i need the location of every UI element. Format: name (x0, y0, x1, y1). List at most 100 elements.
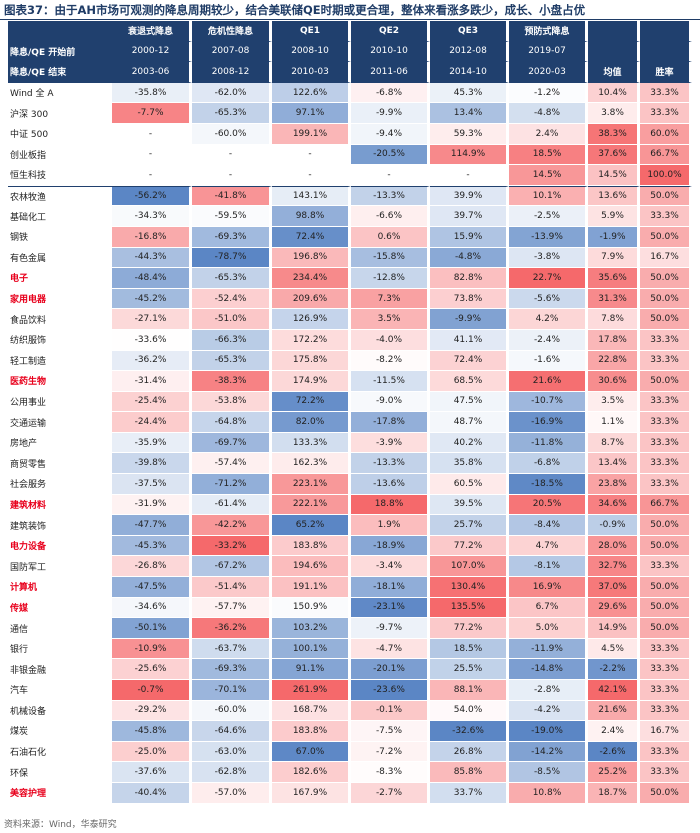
header-cell: 2010-10 (351, 41, 430, 63)
value-cell: 18.5% (509, 144, 588, 166)
value-cell: 39.5% (430, 494, 509, 516)
value-cell: -69.3% (192, 226, 272, 248)
value-cell: -11.5% (351, 371, 430, 392)
value-cell: 1.9% (351, 515, 430, 536)
row-label: 电子 (8, 268, 112, 289)
row-label: 通信 (8, 618, 112, 639)
table-row: 建筑材料 -31.9% -61.4% 222.1% 18.8% 39.5% 20.5% 34.… (8, 494, 692, 516)
value-cell: -42.2% (192, 515, 272, 536)
value-cell: -1.9% (588, 226, 640, 248)
value-cell: 30.6% (588, 371, 640, 392)
value-cell: -9.7% (351, 618, 430, 639)
table-row: 中证 500- -60.0% 199.1% -9.4% 59.3% 2.4% 38.3% 60… (8, 123, 692, 145)
row-label: 有色金属 (8, 248, 112, 269)
value-cell: 4.2% (509, 309, 588, 330)
value-cell: 13.4% (430, 103, 509, 124)
value-cell: 172.2% (272, 329, 351, 351)
value-cell: -53.8% (192, 391, 272, 413)
value-cell: 25.2% (588, 762, 640, 783)
value-cell: -3.4% (351, 556, 430, 578)
value-cell: -34.3% (112, 206, 192, 227)
row-label: 轻工制造 (8, 351, 112, 372)
header-cell (588, 21, 640, 42)
header-cell: 胜率 (640, 62, 692, 83)
value-cell: -47.7% (112, 515, 192, 536)
value-cell: 82.8% (430, 268, 509, 289)
header-cell: 均值 (588, 62, 640, 83)
value-cell: -10.7% (509, 391, 588, 413)
table-row: 创业板指 - - - -20.5% 114.9% 18.5% 37.6% 66.7% (8, 144, 692, 166)
value-cell: -37.5% (112, 474, 192, 495)
table-row: 煤炭 -45.8% -64.6% 183.8% -7.5% -32.6% -19.0% 2.4… (8, 721, 692, 742)
value-cell: 26.8% (430, 741, 509, 763)
value-cell: 7.9% (588, 247, 640, 269)
row-label: 电力设备 (8, 536, 112, 557)
header-cell: QE3 (430, 21, 509, 42)
value-cell: -32.6% (430, 721, 509, 742)
value-cell: -0.1% (351, 700, 430, 722)
value-cell: -69.7% (192, 432, 272, 454)
value-cell: -4.2% (509, 700, 588, 722)
value-cell: -23.6% (351, 680, 430, 701)
value-cell: -45.8% (112, 721, 192, 742)
value-cell: 15.9% (430, 226, 509, 248)
table-row: 计算机 -47.5% -51.4% 191.1% -18.1% 130.4% 16.9% 37… (8, 577, 692, 598)
value-cell: 14.9% (588, 618, 640, 639)
value-cell: -17.8% (351, 412, 430, 433)
value-cell: 59.3% (430, 123, 509, 145)
row-label: 创业板指 (8, 145, 112, 166)
value-cell: 22.7% (509, 268, 588, 289)
row-label: 家用电器 (8, 289, 112, 310)
value-cell: -13.3% (351, 185, 430, 207)
value-cell: -67.2% (192, 556, 272, 578)
value-cell: -44.3% (112, 247, 192, 269)
table-row: 机械设备 -29.2% -60.0% 168.7% -0.1% 54.0% -4.2% 21.… (8, 700, 692, 722)
value-cell: 167.9% (272, 782, 351, 804)
value-cell: 35.8% (430, 453, 509, 475)
header-cell: QE1 (272, 21, 351, 42)
row-label: 银行 (8, 639, 112, 660)
value-cell: -4.8% (509, 103, 588, 124)
value-cell: -62.8% (192, 762, 272, 783)
value-cell: 16.7% (640, 721, 692, 742)
value-cell: 18.5% (430, 638, 509, 660)
value-cell: - (192, 144, 272, 166)
value-cell: 91.1% (272, 659, 351, 680)
row-label: 汽车 (8, 680, 112, 701)
table-row: 农林牧渔 -56.2% -41.8% 143.1% -13.3% 39.9% 10.1% 13… (8, 185, 692, 207)
table-row: 环保 -37.6% -62.8% 182.6% -8.3% 85.8% -8.5% 25.2%… (8, 762, 692, 783)
value-cell: -66.3% (192, 329, 272, 351)
value-cell: -33.6% (112, 329, 192, 351)
header-cell: 降息/QE 开始前 (8, 41, 112, 63)
value-cell: -11.9% (509, 638, 588, 660)
value-cell: 222.1% (272, 494, 351, 516)
header-cell (640, 21, 692, 42)
value-cell: -2.5% (509, 206, 588, 227)
header-cell: 2020-03 (509, 62, 588, 83)
value-cell: 50.0% (640, 288, 692, 310)
value-cell: -64.8% (192, 412, 272, 433)
value-cell: -7.7% (112, 103, 192, 124)
row-label: 食品饮料 (8, 309, 112, 330)
value-cell: 50.0% (640, 226, 692, 248)
table-row: 社会服务 -37.5% -71.2% 223.1% -13.6% 60.5% -18.5% 2… (8, 474, 692, 495)
value-cell: 40.2% (430, 432, 509, 454)
table-row: 通信 -50.1% -36.2% 103.2% -9.7% 77.2% 5.0% 14.9% 5… (8, 618, 692, 639)
value-cell: -20.1% (351, 659, 430, 680)
value-cell: 33.3% (640, 762, 692, 783)
header-cell: 降息/QE 结束 (8, 62, 112, 83)
value-cell: -51.4% (192, 577, 272, 598)
value-cell: 34.6% (588, 494, 640, 516)
value-cell: 47.5% (430, 391, 509, 413)
value-cell: 199.1% (272, 123, 351, 145)
value-cell: 17.8% (588, 329, 640, 351)
row-label: Wind 全 A (8, 83, 112, 104)
value-cell: -14.2% (509, 741, 588, 763)
value-cell: 33.3% (640, 659, 692, 680)
value-cell: 135.5% (430, 597, 509, 619)
value-cell: -36.2% (192, 618, 272, 639)
value-cell: 72.2% (272, 391, 351, 413)
value-cell: -70.1% (192, 680, 272, 701)
value-cell: 38.3% (588, 123, 640, 145)
value-cell: 32.7% (588, 556, 640, 578)
